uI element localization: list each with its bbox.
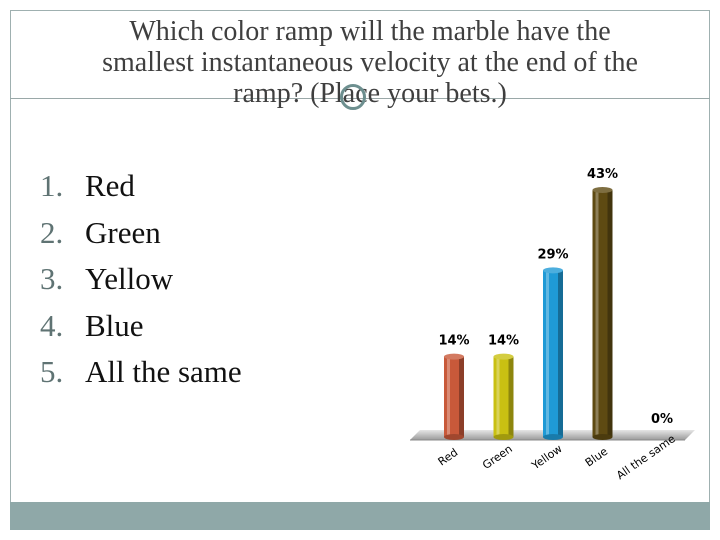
answer-options: 1. Red 2. Green 3. Yellow 4. Blue 5. All the … <box>40 163 242 396</box>
data-label: 43% <box>587 167 618 182</box>
title-line: Which color ramp will the marble have th… <box>129 16 611 47</box>
title-line: smallest instantaneous velocity at the e… <box>102 47 638 78</box>
option-item: 3. Yellow <box>40 256 242 303</box>
option-number: 4. <box>40 307 64 343</box>
bar-top <box>493 353 514 360</box>
bar-green <box>493 353 514 440</box>
bar-top <box>444 353 464 360</box>
option-number: 3. <box>40 261 64 296</box>
footer-bar <box>10 502 710 530</box>
bar-base <box>592 434 613 440</box>
data-label: 29% <box>537 247 568 262</box>
slide-title: Which color ramp will the marble have th… <box>40 16 700 109</box>
option-item: 2. Green <box>40 210 242 257</box>
bar-base <box>543 434 563 440</box>
bar-top <box>592 187 613 193</box>
bar-shade <box>459 356 464 437</box>
bar-highlight <box>447 356 450 437</box>
bar-red <box>444 353 464 440</box>
option-number: 5. <box>40 354 64 389</box>
category-label: Yellow <box>529 442 565 473</box>
category-label: Red <box>436 446 461 469</box>
bar-top <box>543 267 563 274</box>
option-number: 2. <box>40 214 64 250</box>
data-label: 14% <box>438 334 469 349</box>
category-label: Green <box>480 442 515 472</box>
option-item: 5. All the same <box>40 349 242 396</box>
bar-highlight <box>496 356 500 437</box>
data-label: 14% <box>488 334 519 349</box>
bar-base <box>444 434 464 440</box>
bar-highlight <box>546 270 549 437</box>
option-label: All the same <box>85 354 242 389</box>
bar-blue <box>592 187 613 440</box>
title-line: ramp? (Place your bets.) <box>233 78 507 109</box>
option-label: Yellow <box>85 261 174 296</box>
bar-shade <box>558 270 563 437</box>
bar-yellow <box>543 267 563 440</box>
bar-shade <box>508 356 514 437</box>
option-label: Green <box>85 214 161 250</box>
bar-shade <box>607 190 613 437</box>
option-item: 4. Blue <box>40 303 242 350</box>
countdown-circle-icon <box>340 84 366 110</box>
option-item: 1. Red <box>40 163 242 210</box>
bar-highlight <box>595 190 599 437</box>
category-label: Blue <box>583 445 611 470</box>
option-number: 1. <box>40 168 64 203</box>
bar-base <box>493 434 514 440</box>
option-label: Blue <box>85 307 144 343</box>
option-label: Red <box>85 168 135 203</box>
data-label: 0% <box>651 412 673 427</box>
